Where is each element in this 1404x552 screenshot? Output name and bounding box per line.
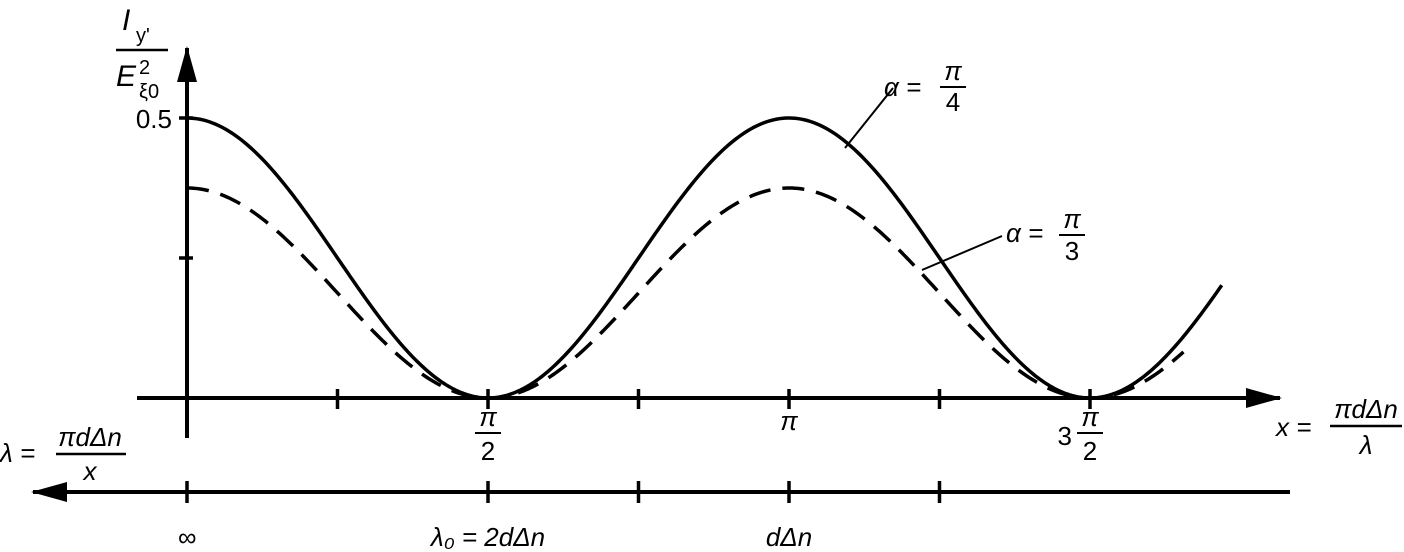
series-label-solid-lhs: α = [884, 72, 921, 102]
series-label-leader-dashed [921, 235, 1003, 271]
series-label-solid-numerator: π [944, 56, 962, 86]
x-tick-label: π [780, 406, 798, 436]
x-label-denominator: λ [1358, 430, 1373, 460]
lambda-axis-label: λ = πdΔn x [0, 422, 126, 486]
series-label-solid-denominator: 4 [946, 87, 960, 117]
y-label-denominator: E [116, 60, 137, 93]
y-label-denominator-sup: 2 [139, 57, 150, 79]
lambda-tick-label: λ₀ = 2dΔn [429, 522, 545, 552]
x-tick-label-numerator: π [479, 402, 497, 432]
series-line-alpha-pi-3 [186, 186, 1185, 400]
series-label-alpha-pi-4: α = π 4 [844, 56, 966, 149]
x-tick-label-denominator: 2 [481, 436, 495, 466]
lambda-tick-label: dΔn [766, 522, 812, 552]
series-label-alpha-pi-3: α = π 3 [921, 204, 1085, 271]
x-tick-label-denominator: 2 [1083, 436, 1097, 466]
x-label-lhs: x = [1274, 412, 1311, 442]
lambda-tick-label: ∞ [178, 522, 197, 552]
series-label-dashed-lhs: α = [1006, 218, 1043, 248]
y-tick-label: 0.5 [136, 104, 172, 134]
x-tick-label-numerator: π [1081, 402, 1099, 432]
y-label-numerator: I [122, 4, 130, 37]
x-label-numerator: πdΔn [1334, 394, 1398, 424]
lambda-label-lhs: λ = [0, 438, 35, 468]
y-label-denominator-sub: ξ0 [139, 81, 159, 103]
series-label-dashed-denominator: 3 [1065, 236, 1079, 266]
y-label-numerator-sub: y' [136, 25, 150, 47]
lambda-label-denominator: x [82, 456, 98, 486]
x-tick-label-prefix: 3 [1058, 421, 1072, 451]
series-label-dashed-numerator: π [1063, 204, 1081, 234]
x-axis-label: x = πdΔn λ [1274, 394, 1402, 460]
y-axis-label: I y' E 2 ξ0 [116, 4, 168, 103]
series-line-alpha-pi-4 [186, 116, 1224, 400]
series-label-leader-solid [844, 87, 894, 149]
lambda-label-numerator: πdΔn [58, 422, 122, 452]
